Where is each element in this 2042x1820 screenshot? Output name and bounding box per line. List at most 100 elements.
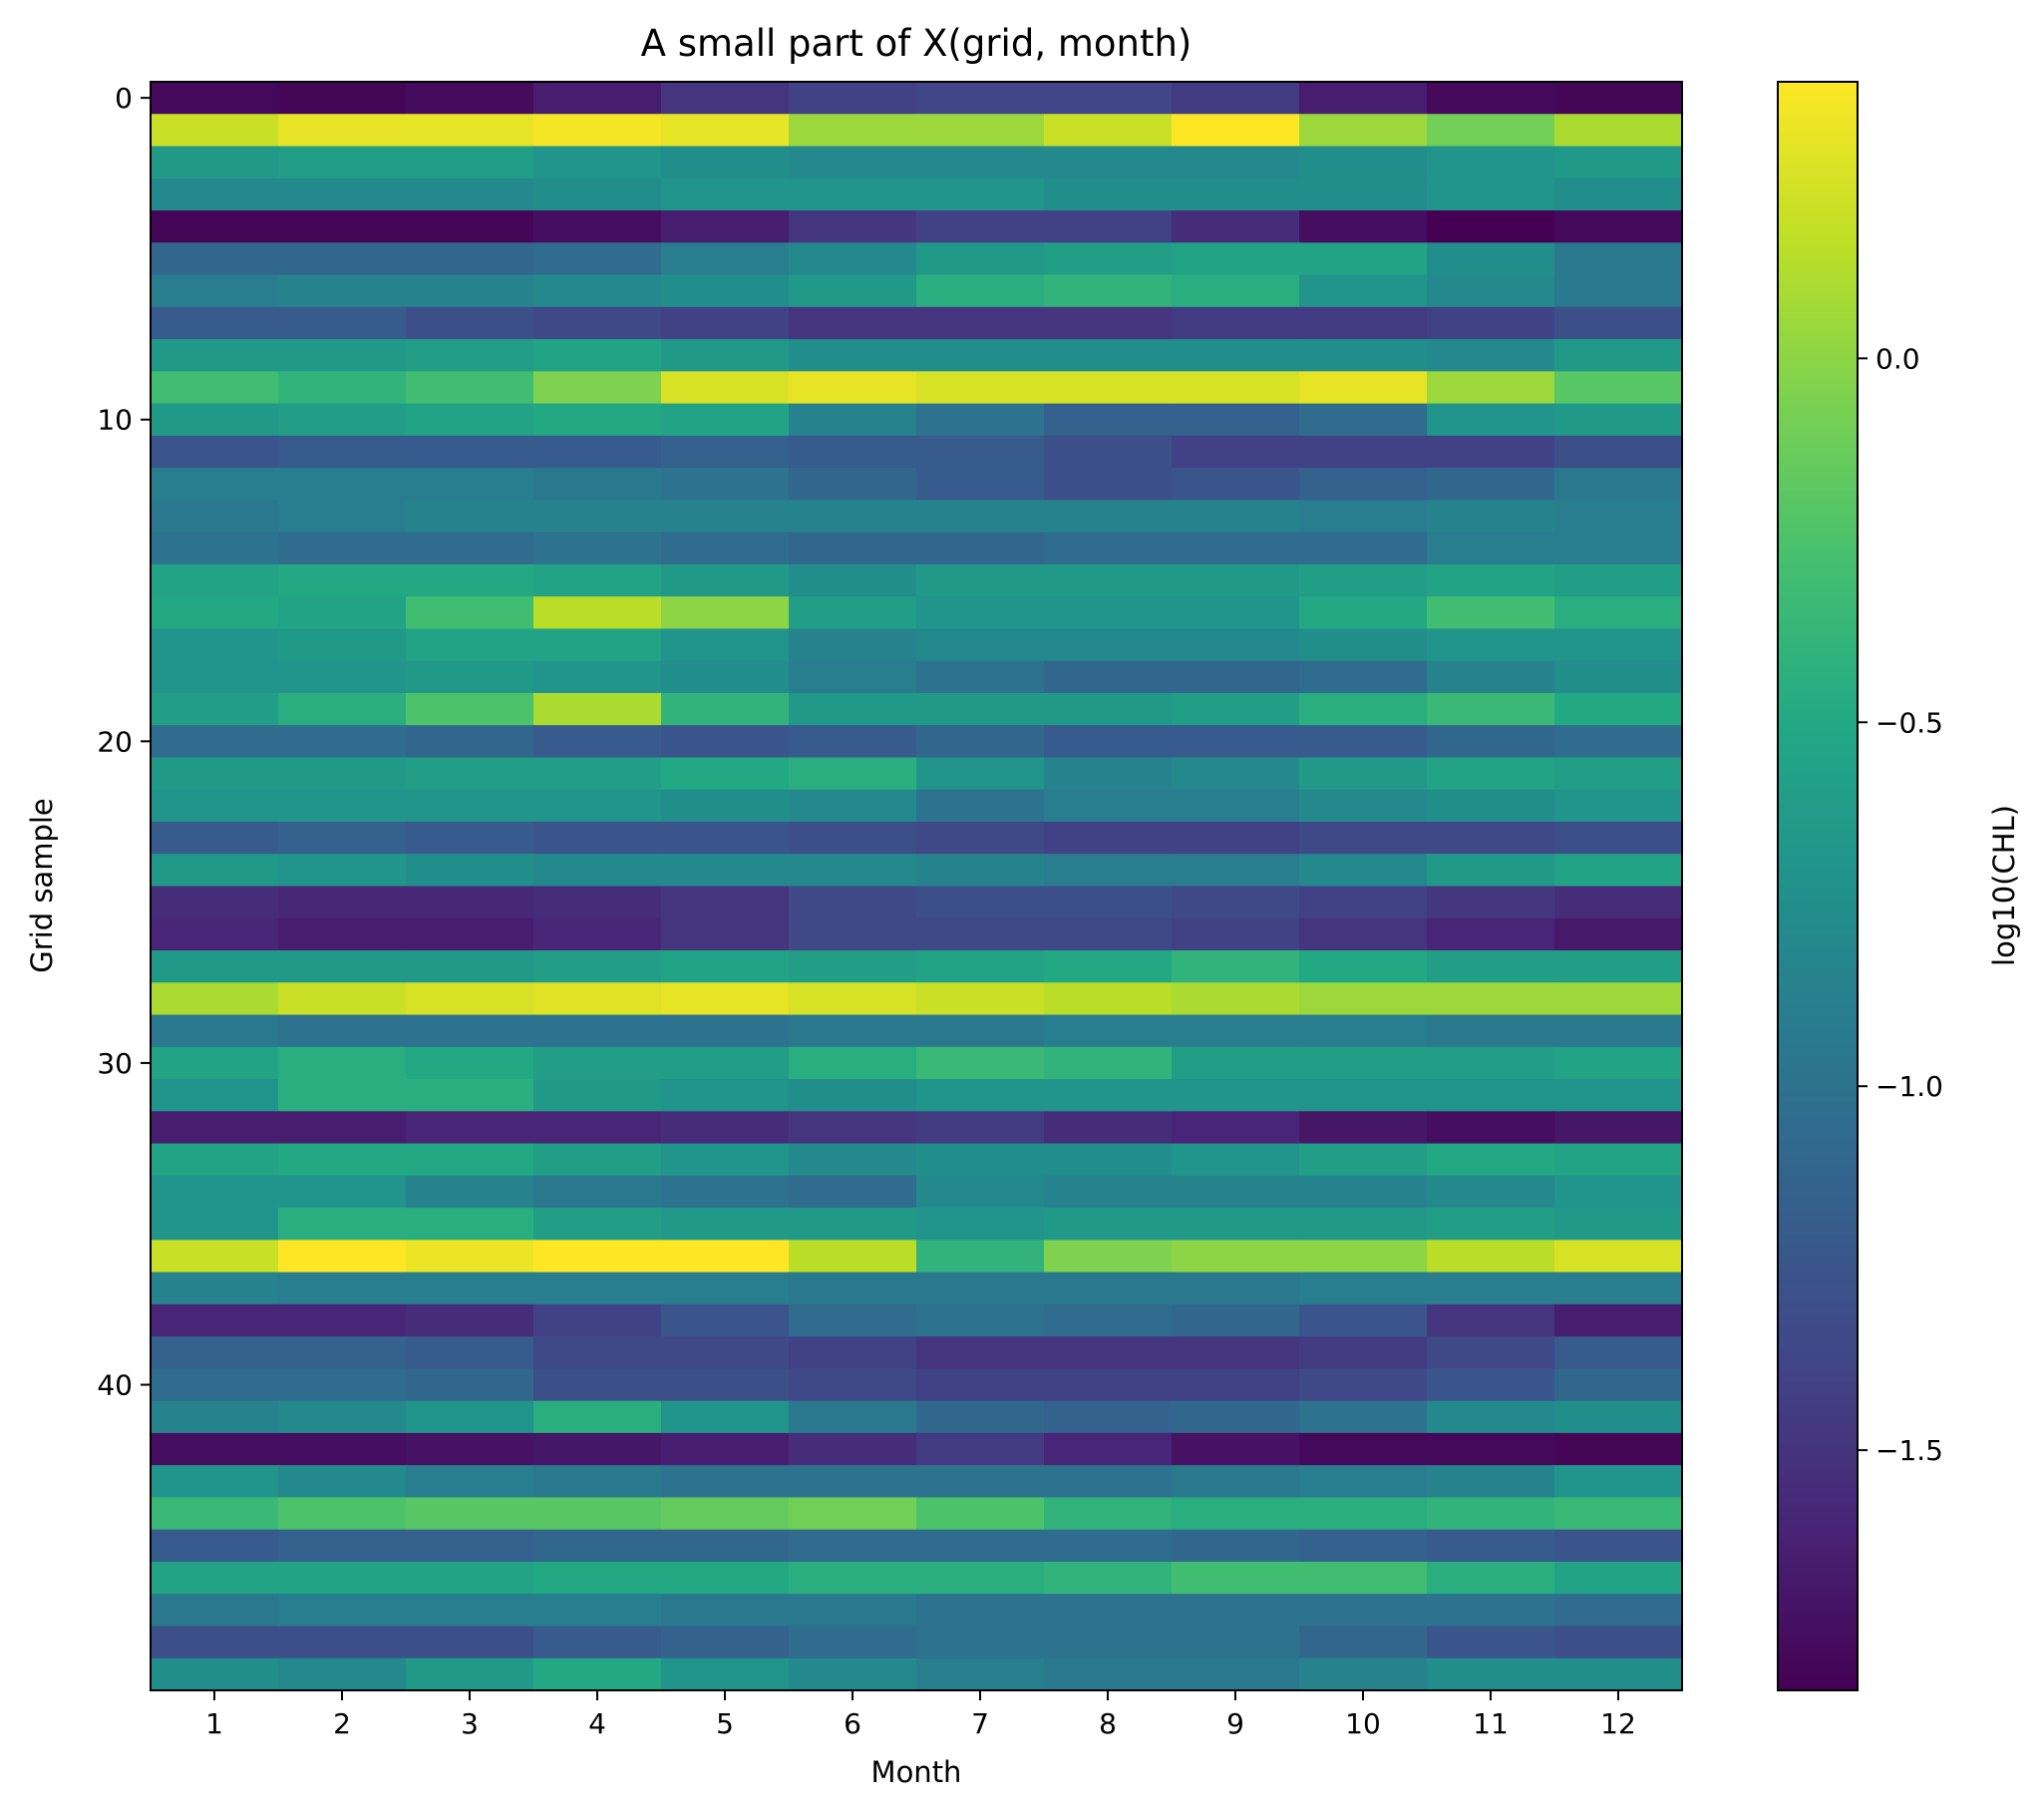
heatmap-cell <box>916 403 1045 437</box>
heatmap-cell <box>661 306 790 340</box>
heatmap-cell <box>1172 917 1300 951</box>
heatmap-cell <box>1427 82 1555 115</box>
heatmap-cell <box>278 1046 407 1080</box>
heatmap-cell <box>1044 532 1173 565</box>
heatmap-cell <box>533 1465 662 1499</box>
heatmap-cell <box>789 1014 917 1048</box>
heatmap-cell <box>1172 950 1300 983</box>
y-tick-label: 30 <box>97 1047 133 1080</box>
heatmap-cell <box>1427 1240 1555 1274</box>
heatmap-cell <box>1044 1594 1173 1628</box>
heatmap-cell <box>1044 563 1173 597</box>
heatmap-cell <box>789 468 917 501</box>
heatmap-cell <box>789 1208 917 1241</box>
heatmap-cell <box>789 596 917 630</box>
heatmap-cell <box>1044 178 1173 211</box>
heatmap-cell <box>916 660 1045 694</box>
heatmap-cell <box>789 628 917 662</box>
heatmap-cell <box>151 1175 279 1209</box>
heatmap-cell <box>533 339 662 372</box>
heatmap-cell <box>661 1432 790 1466</box>
heatmap-cell <box>1554 371 1683 405</box>
heatmap-cell <box>1427 1626 1555 1659</box>
heatmap-cell <box>1427 1561 1555 1595</box>
heatmap-cell <box>1299 886 1428 919</box>
heatmap-cell <box>1427 1465 1555 1499</box>
heatmap-cell <box>406 435 534 469</box>
heatmap-cell <box>661 210 790 243</box>
heatmap-cell <box>151 789 279 823</box>
heatmap-cell <box>1427 563 1555 597</box>
heatmap-cell <box>1427 821 1555 855</box>
heatmap-cell <box>661 1626 790 1659</box>
heatmap-cell <box>406 596 534 630</box>
heatmap-cell <box>1554 339 1683 372</box>
heatmap-cell <box>1044 306 1173 340</box>
heatmap-cell <box>789 1594 917 1628</box>
heatmap-cell <box>533 403 662 437</box>
heatmap-cell <box>151 1529 279 1563</box>
heatmap-cell <box>151 500 279 534</box>
heatmap-cell <box>151 1657 279 1691</box>
heatmap-cell <box>533 854 662 888</box>
heatmap-cell <box>1427 692 1555 726</box>
heatmap-cell <box>789 1111 917 1145</box>
heatmap-cell <box>406 692 534 726</box>
heatmap-cell <box>1299 1175 1428 1209</box>
heatmap-cell <box>1299 1240 1428 1274</box>
heatmap-cell <box>789 725 917 759</box>
heatmap-cell <box>151 274 279 308</box>
heatmap-cell <box>1299 1079 1428 1112</box>
heatmap-cell <box>406 178 534 211</box>
heatmap-cell <box>278 1529 407 1563</box>
heatmap-cell <box>151 1594 279 1628</box>
x-axis-ticks: 1 2 3 4 5 6 7 8 9 10 11 12 <box>205 1690 1636 1740</box>
heatmap-cell <box>1554 500 1683 534</box>
heatmap-cell <box>789 821 917 855</box>
heatmap-cell <box>916 1594 1045 1628</box>
heatmap-cell <box>278 1175 407 1209</box>
heatmap-cell <box>1427 306 1555 340</box>
heatmap-cell <box>661 178 790 211</box>
heatmap-cell <box>1427 950 1555 983</box>
heatmap-cell <box>916 1529 1045 1563</box>
heatmap-cell <box>916 1400 1045 1434</box>
heatmap-cell <box>916 1657 1045 1691</box>
heatmap-cell <box>151 1626 279 1659</box>
y-axis-label: Grid sample <box>25 798 59 973</box>
heatmap-cell <box>1427 146 1555 180</box>
heatmap-cell <box>278 1303 407 1337</box>
heatmap-cell <box>916 821 1045 855</box>
heatmap-cell <box>1427 886 1555 919</box>
heatmap-cell <box>1044 854 1173 888</box>
heatmap-cell <box>1044 1014 1173 1048</box>
heatmap-cell <box>661 917 790 951</box>
heatmap-cell <box>789 532 917 565</box>
heatmap-cell <box>151 950 279 983</box>
heatmap-cell <box>151 596 279 630</box>
heatmap-cell <box>1044 1465 1173 1499</box>
heatmap-cell <box>406 306 534 340</box>
heatmap-cell <box>789 1465 917 1499</box>
heatmap-cell <box>278 854 407 888</box>
heatmap-cell <box>1299 1529 1428 1563</box>
heatmap-cell <box>1299 1272 1428 1305</box>
heatmap-cell <box>1299 917 1428 951</box>
heatmap-cell <box>1172 1529 1300 1563</box>
heatmap-cell <box>533 468 662 501</box>
heatmap-cell <box>406 468 534 501</box>
heatmap-cell <box>916 532 1045 565</box>
heatmap-cell <box>1172 692 1300 726</box>
heatmap-cell <box>1427 917 1555 951</box>
heatmap-cell <box>661 1594 790 1628</box>
heatmap-cell <box>1172 886 1300 919</box>
heatmap-cell <box>789 435 917 469</box>
heatmap-cell <box>661 596 790 630</box>
heatmap-cell <box>1299 596 1428 630</box>
heatmap-cell <box>1427 596 1555 630</box>
heatmap-cell <box>916 371 1045 405</box>
x-tick-label: 6 <box>844 1707 861 1740</box>
heatmap-cell <box>789 210 917 243</box>
colorbar-ticks: 0.0 −0.5 −1.0 −1.5 <box>1858 342 1943 1467</box>
heatmap-cell <box>151 821 279 855</box>
